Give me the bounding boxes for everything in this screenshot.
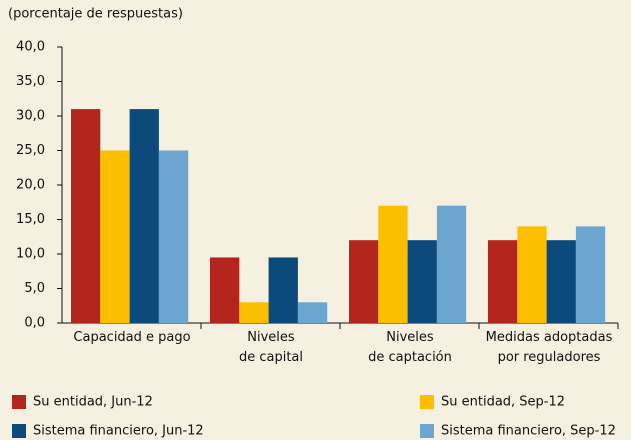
- y-tick-label: 0,0: [24, 316, 45, 331]
- legend-swatch: [420, 424, 434, 438]
- bar: [349, 240, 379, 323]
- x-tick-label: Medidas adoptadas por reguladores: [485, 330, 613, 365]
- legend-swatch: [420, 395, 434, 409]
- subtitle: (porcentaje de respuestas): [8, 7, 183, 22]
- bar: [575, 226, 606, 323]
- bar: [378, 205, 408, 323]
- bar: [517, 226, 547, 323]
- bar: [546, 240, 576, 323]
- x-tick-label: Capacidad e pago: [73, 330, 191, 345]
- y-tick-label: 10,0: [16, 247, 45, 262]
- bar: [210, 257, 240, 323]
- legend-swatch: [12, 424, 26, 438]
- y-tick-label: 40,0: [16, 40, 45, 55]
- bar: [268, 257, 298, 323]
- y-tick-label: 35,0: [16, 74, 45, 89]
- bar: [436, 205, 467, 323]
- y-tick-label: 20,0: [16, 178, 45, 193]
- bar: [100, 150, 130, 323]
- y-tick-label: 15,0: [16, 212, 45, 227]
- y-tick-label: 5,0: [24, 281, 45, 296]
- y-tick-label: 30,0: [16, 109, 45, 124]
- bar: [158, 150, 189, 323]
- legend-swatch: [12, 395, 26, 409]
- y-tick-label: 25,0: [16, 143, 45, 158]
- bar: [297, 302, 328, 323]
- bar: [239, 302, 269, 323]
- x-tick-label: Niveles de captación: [368, 330, 452, 365]
- bar: [407, 240, 437, 323]
- bar: [129, 109, 159, 323]
- legend-label: Su entidad, Jun-12: [33, 395, 153, 410]
- bar: [488, 240, 518, 323]
- legend-label: Sistema financiero, Sep-12: [441, 424, 616, 439]
- legend-label: Sistema financiero, Jun-12: [33, 424, 204, 439]
- legend-label: Su entidad, Sep-12: [441, 395, 565, 410]
- x-tick-label: Niveles de capital: [238, 330, 304, 365]
- bar: [71, 109, 101, 323]
